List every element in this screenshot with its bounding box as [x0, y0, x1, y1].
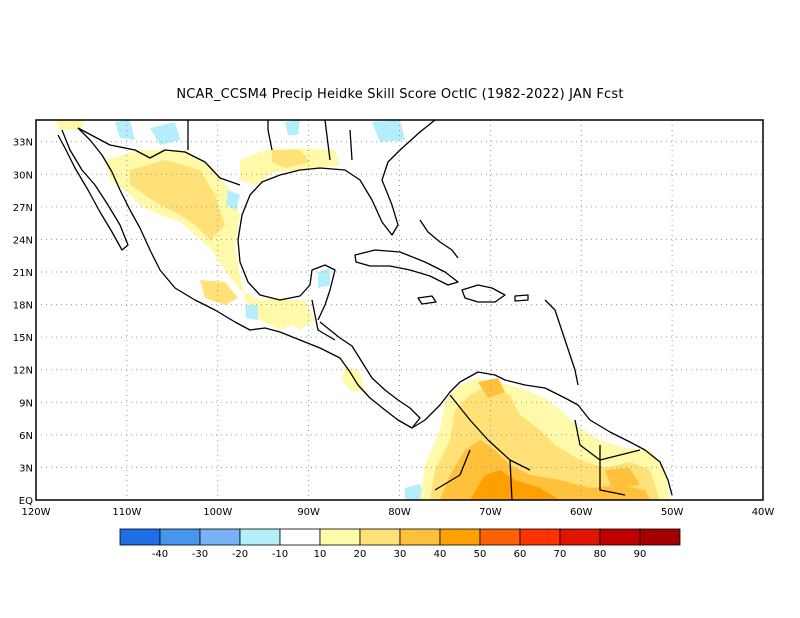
sa-border-e	[434, 449, 471, 491]
central-america-coast	[279, 321, 421, 429]
shade-mexico-20-30	[130, 160, 225, 240]
border-guatemala	[311, 299, 336, 341]
colorbar-label: 70	[554, 549, 567, 560]
lon-tick-label: 40W	[752, 507, 775, 518]
hispaniola	[461, 284, 506, 303]
lat-tick-label: EQ	[19, 496, 33, 507]
lesser-antilles	[544, 299, 579, 386]
baja-coast	[57, 129, 129, 251]
colorbar-swatch	[159, 528, 201, 546]
map-grid	[36, 120, 763, 500]
lat-tick-label: 33N	[13, 138, 33, 149]
shade-blue-c	[285, 120, 300, 135]
colorbar-swatch	[399, 528, 441, 546]
colorbar-label: 90	[634, 549, 647, 560]
lat-tick-label: 27N	[13, 203, 33, 214]
colorbar-label: 50	[474, 549, 487, 560]
map-frame	[35, 119, 764, 501]
shade-venezuela-30-40	[478, 378, 505, 398]
shade-blue-a	[115, 120, 135, 140]
colorbar-label: 10	[314, 549, 327, 560]
bahamas	[419, 219, 459, 259]
colorbar-swatch	[199, 528, 241, 546]
shade-blue-b	[150, 122, 180, 145]
colorbar-label: 20	[354, 549, 367, 560]
colorbar-swatch	[599, 528, 641, 546]
colorbar-label: -40	[152, 549, 168, 560]
gulf-coast	[237, 120, 436, 321]
shade-yucatan-10-20	[285, 300, 315, 330]
colorbar-swatch	[559, 528, 601, 546]
shade-samerica-40-50	[470, 470, 560, 500]
coastlines	[57, 120, 673, 500]
samerica-coast	[411, 371, 673, 496]
colorbar-label: 30	[394, 549, 407, 560]
colorbar-label: -20	[232, 549, 248, 560]
sa-border-a	[449, 394, 531, 471]
lat-tick-label: 24N	[13, 235, 33, 246]
shade-blue-e	[226, 190, 240, 210]
lat-tick-label: 12N	[13, 366, 33, 377]
mexico-pacific-coast	[77, 127, 281, 333]
colorbar-swatch	[119, 528, 161, 546]
colorbar-swatch	[439, 528, 481, 546]
skill-shading	[55, 120, 670, 500]
border-c	[324, 120, 331, 161]
lat-tick-label: 21N	[13, 268, 33, 279]
us-mexico-border	[77, 127, 241, 186]
lat-tick-label: 18N	[13, 301, 33, 312]
shade-blue-d	[372, 120, 405, 142]
shade-blue-h	[405, 484, 425, 500]
sa-border-d	[599, 445, 626, 496]
shade-blue-f	[245, 305, 258, 320]
border-d	[349, 129, 353, 161]
lon-tick-label: 110W	[112, 507, 141, 518]
shade-florida-10-20	[55, 120, 85, 130]
puerto-rico	[514, 294, 529, 302]
jamaica	[417, 295, 437, 305]
lon-tick-label: 120W	[22, 507, 51, 518]
colorbar-swatch	[279, 528, 321, 546]
colorbar-swatch	[239, 528, 281, 546]
lon-tick-label: 70W	[479, 507, 502, 518]
shade-blue-g	[318, 268, 330, 288]
latitude-axis: EQ 3N 6N 9N 12N 15N 18N 21N 24N 27N 30N 33N	[13, 138, 33, 507]
colorbar-swatch	[319, 528, 361, 546]
shade-gulf-coast-20-30	[272, 150, 310, 168]
colorbar: -40 -30 -20 -10 10 20 30 40 50 60 70 80 90	[119, 528, 681, 560]
colorbar-label: -30	[192, 549, 208, 560]
lon-tick-label: 50W	[661, 507, 684, 518]
lon-tick-label: 90W	[297, 507, 320, 518]
lat-tick-label: 6N	[19, 431, 33, 442]
colorbar-label: 40	[434, 549, 447, 560]
lat-tick-label: 15N	[13, 333, 33, 344]
map-title: NCAR_CCSM4 Precip Heidke Skill Score Oct…	[176, 87, 624, 102]
lat-tick-label: 3N	[19, 463, 33, 474]
lat-tick-label: 30N	[13, 170, 33, 181]
shade-guiana-30-40	[605, 468, 640, 488]
colorbar-swatch	[519, 528, 561, 546]
lat-tick-label: 9N	[19, 398, 33, 409]
colorbar-swatch	[639, 528, 681, 546]
sa-border-b	[509, 459, 513, 500]
colorbar-label: -10	[272, 549, 288, 560]
lon-tick-label: 100W	[203, 507, 232, 518]
shade-mexico-south-20-30	[200, 280, 238, 305]
cuba	[354, 249, 459, 286]
lon-tick-label: 60W	[570, 507, 593, 518]
colorbar-swatch	[479, 528, 521, 546]
longitude-axis: 120W 110W 100W 90W 80W 70W 60W 50W 40W	[22, 507, 775, 518]
colorbar-swatch	[359, 528, 401, 546]
border-b	[267, 120, 273, 151]
colorbar-label: 60	[514, 549, 527, 560]
colorbar-label: 80	[594, 549, 607, 560]
lon-tick-label: 80W	[388, 507, 411, 518]
